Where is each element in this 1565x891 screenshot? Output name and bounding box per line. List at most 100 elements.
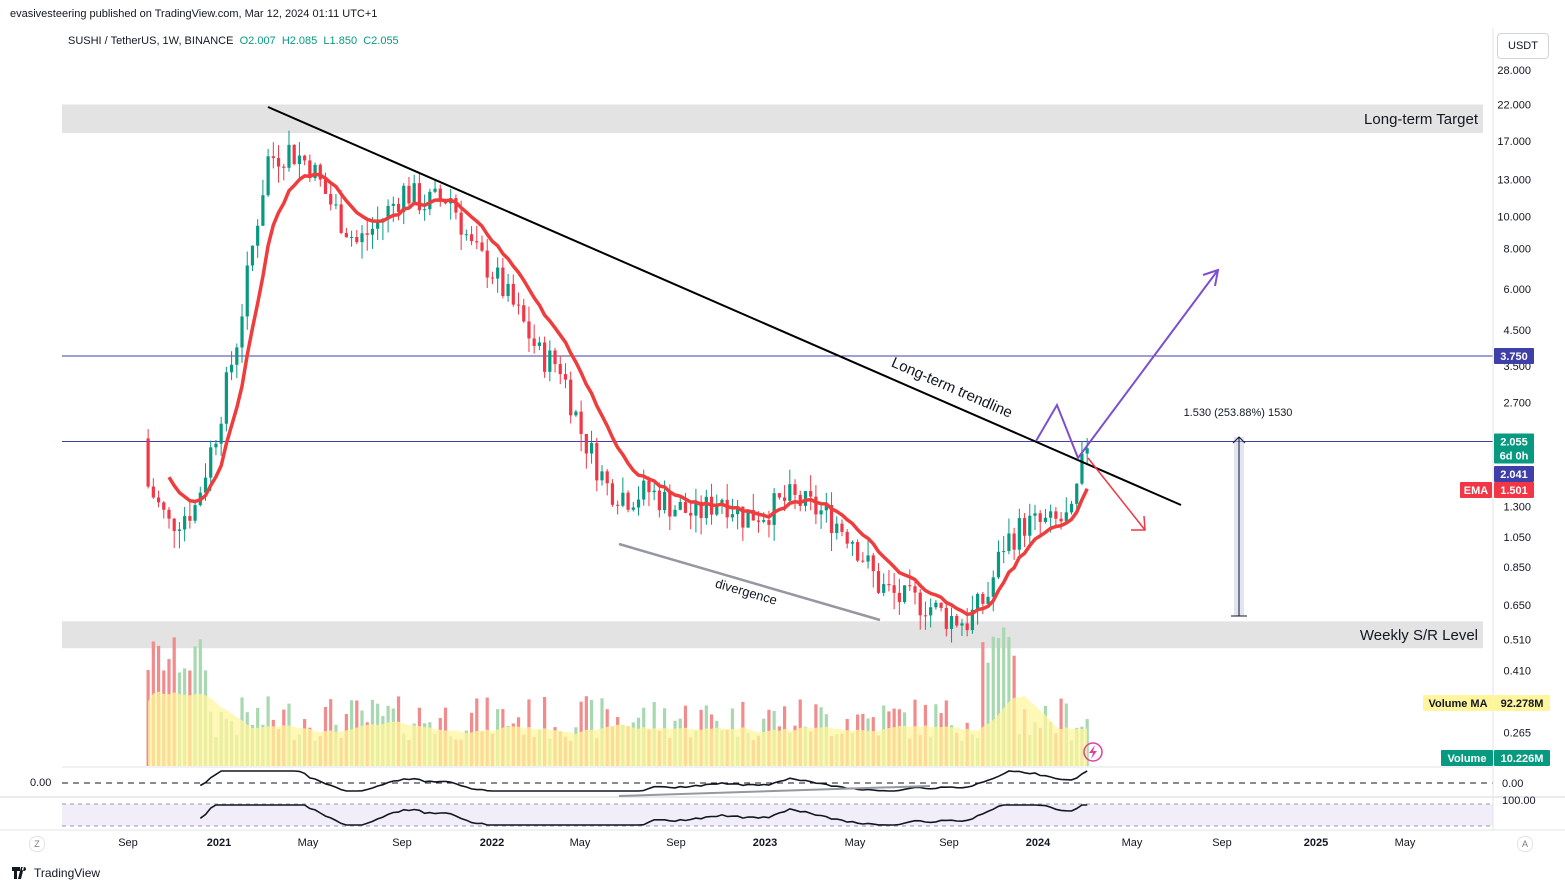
candle-body	[788, 484, 792, 501]
candle-body	[1043, 517, 1048, 522]
candle-body	[887, 584, 891, 586]
candle-body	[412, 183, 416, 204]
candle-body	[720, 499, 724, 505]
candle-body	[595, 443, 599, 481]
time-tick: May	[1395, 837, 1416, 849]
candle-body	[563, 374, 568, 380]
time-tick: May	[298, 837, 319, 849]
candle-body	[433, 188, 437, 192]
ema-value-label: 1.501	[1500, 485, 1528, 497]
candle-body	[856, 542, 860, 561]
symbol-line[interactable]: SUSHI / TetherUS, 1W, BINANCE O2.007 H2.…	[68, 35, 399, 47]
candle-body	[600, 471, 604, 481]
publisher-line: evasivesteering published on TradingView…	[10, 8, 378, 20]
candle-body	[209, 447, 213, 478]
candle-body	[944, 607, 948, 629]
candle-body	[344, 232, 348, 238]
candle-body	[407, 185, 411, 204]
currency-button[interactable]: USDT	[1497, 33, 1549, 59]
zone-box	[62, 621, 1483, 649]
candle-body	[730, 514, 735, 518]
candle-body	[652, 490, 656, 493]
time-tick: Sep	[1212, 837, 1232, 849]
candle-body	[193, 505, 197, 521]
candle-body	[292, 144, 296, 165]
candle-body	[219, 423, 223, 444]
timezone-button[interactable]: Z	[29, 836, 45, 852]
candle-body	[537, 342, 541, 346]
candle-body	[1069, 503, 1074, 513]
time-tick: May	[570, 837, 591, 849]
candle-body	[266, 156, 270, 196]
price-tick: 8.000	[1503, 243, 1531, 255]
zone-label: Long-term Target	[1364, 111, 1479, 128]
candle-body	[402, 185, 406, 213]
countdown-label-bg	[1494, 448, 1534, 464]
price-tick: 28.000	[1497, 65, 1531, 77]
candle-body	[156, 497, 161, 503]
bearish-arrow	[1087, 457, 1146, 531]
zones: Long-term Target Weekly S/R Level	[62, 104, 1483, 649]
candle-body	[918, 592, 922, 616]
price-tick: 4.500	[1503, 325, 1531, 337]
candle-body	[986, 596, 990, 604]
candle-body	[370, 228, 375, 235]
candle-body	[282, 166, 286, 168]
candle-body	[543, 342, 547, 372]
candle-body	[167, 509, 171, 519]
price-tick: 2.700	[1503, 398, 1531, 410]
time-tick: 2023	[753, 837, 777, 849]
candle-body	[1038, 513, 1042, 522]
candle-body	[355, 236, 359, 243]
candle-body	[214, 443, 218, 448]
candle-body	[574, 411, 578, 416]
candle-body	[360, 233, 364, 243]
candle-body	[313, 164, 317, 179]
candle-body	[1075, 483, 1079, 504]
candle-body	[428, 191, 432, 210]
candle-body	[391, 203, 395, 206]
candle-body	[662, 491, 667, 511]
candle-body	[845, 531, 849, 544]
candle-body	[699, 501, 703, 519]
candle-body	[1059, 518, 1063, 522]
candle-body	[454, 198, 458, 213]
price-tick: 0.850	[1503, 562, 1531, 574]
candle-body	[1028, 515, 1032, 536]
candle-body	[996, 551, 1001, 578]
tradingview-logo[interactable]: TradingView	[12, 866, 100, 880]
time-tick: 2024	[1026, 837, 1051, 849]
measure-arrowhead	[1232, 436, 1246, 444]
candle-body	[553, 350, 557, 365]
candle-body	[511, 283, 515, 305]
osc-divergence-line	[618, 785, 931, 797]
candle-body	[271, 156, 275, 159]
volume-bar	[1002, 627, 1006, 766]
volume-name-bg	[1441, 750, 1493, 766]
candle-body	[850, 542, 855, 544]
candle-body	[814, 496, 818, 515]
candle-body	[736, 506, 740, 515]
candle-body	[939, 602, 943, 608]
candle-body	[584, 433, 588, 454]
tradingview-logo-icon	[12, 867, 27, 879]
candle-body	[756, 520, 761, 522]
candle-body	[235, 347, 239, 365]
candle-body	[782, 497, 787, 501]
time-tick: May	[1122, 837, 1143, 849]
candle-body	[532, 338, 536, 346]
candle-body	[501, 267, 505, 297]
time-axis: Sep 2021 May Sep 2022 May Sep 2023 May Sep 2024 May…	[118, 837, 1416, 849]
candle-body	[777, 493, 781, 498]
candle-body	[976, 593, 980, 610]
ema-mark-label-bg	[1494, 466, 1534, 482]
candle-body	[334, 204, 338, 206]
candle-body	[673, 509, 677, 517]
auto-scale-button[interactable]: A	[1517, 836, 1533, 852]
candle-body	[876, 571, 881, 593]
candle-body	[882, 584, 886, 593]
candle-body	[1022, 518, 1027, 536]
candle-body	[1007, 533, 1011, 552]
candle-body	[365, 233, 369, 235]
